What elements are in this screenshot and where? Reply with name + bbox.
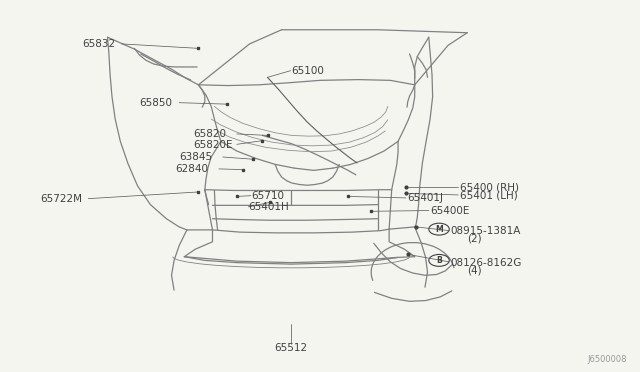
Text: 65401 (LH): 65401 (LH) xyxy=(460,191,517,201)
Text: 65710: 65710 xyxy=(251,191,284,201)
Text: J6500008: J6500008 xyxy=(588,355,627,364)
Text: 65401J: 65401J xyxy=(407,193,443,203)
Text: 08915-1381A: 08915-1381A xyxy=(451,227,521,236)
Text: 65820: 65820 xyxy=(193,129,227,139)
Text: 65832: 65832 xyxy=(82,39,115,49)
Text: 63845: 63845 xyxy=(179,152,212,162)
Text: 65100: 65100 xyxy=(291,66,324,76)
Text: 65722M: 65722M xyxy=(40,194,83,203)
Text: (2): (2) xyxy=(467,234,482,244)
Text: M: M xyxy=(435,225,443,234)
Text: 65401H: 65401H xyxy=(248,202,289,212)
Text: 62840: 62840 xyxy=(175,164,209,174)
Text: 65850: 65850 xyxy=(140,98,173,108)
Text: 65400 (RH): 65400 (RH) xyxy=(460,183,518,192)
Text: 65400E: 65400E xyxy=(430,206,470,215)
Text: 08126-8162G: 08126-8162G xyxy=(451,258,522,267)
Text: 65820E: 65820E xyxy=(193,140,233,150)
Text: 65512: 65512 xyxy=(275,343,308,353)
Text: (4): (4) xyxy=(467,265,482,275)
Text: B: B xyxy=(436,256,442,265)
